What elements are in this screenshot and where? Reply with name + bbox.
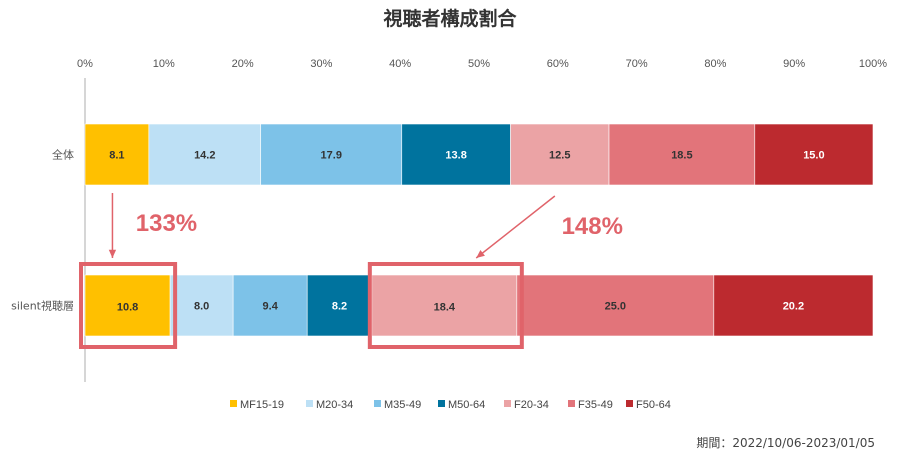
legend-label: F50-64: [636, 399, 671, 411]
bar-series-group: 8.1 14.2 17.9 13.8 12.5 18.5 15.0 10.8 8.0 9.4 8.2…: [84, 123, 874, 337]
bar-segment: [232, 274, 308, 337]
x-tick-label: 100%: [859, 58, 887, 70]
highlight-group: [79, 262, 524, 349]
x-tick-label: 70%: [626, 58, 648, 70]
x-tick-label: 30%: [310, 58, 332, 70]
legend-swatch: [568, 400, 575, 407]
period-footnote: 期間：2022/10/06-2023/01/05: [696, 436, 875, 450]
data-label: 9.4: [263, 301, 279, 313]
highlight-box: [79, 262, 178, 349]
annotation-label: 133%: [136, 210, 197, 237]
bar-segment: [516, 274, 715, 337]
highlight-box: [367, 262, 524, 349]
data-label: 17.9: [321, 150, 342, 162]
bar-segment: [754, 123, 874, 186]
legend: MF15-19 M20-34 M35-49 M50-64 F20-34 F35-49 F50…: [230, 399, 671, 411]
annotation-label: 148%: [562, 213, 623, 240]
x-tick-label: 80%: [704, 58, 726, 70]
x-tick-label: 0%: [77, 58, 93, 70]
x-axis-ticks: 0% 10% 20% 30% 40% 50% 60% 70% 80% 90% 100%: [77, 58, 887, 70]
data-label: 25.0: [605, 301, 626, 313]
data-label: 8.0: [194, 301, 209, 313]
data-label: 18.4: [434, 302, 456, 314]
bar-segment: [148, 123, 262, 186]
x-tick-label: 20%: [232, 58, 254, 70]
data-label: 14.2: [194, 150, 215, 162]
annotation-arrows: [108, 193, 556, 259]
category-label: silent視聴層: [11, 299, 74, 313]
bar-segment: [169, 274, 234, 337]
data-label: 8.1: [109, 150, 124, 162]
legend-label: M20-34: [316, 399, 353, 411]
x-tick-label: 40%: [389, 58, 411, 70]
legend-label: F35-49: [578, 399, 613, 411]
legend-label: F20-34: [514, 399, 549, 411]
arrow-line: [475, 195, 556, 259]
data-label: 10.8: [117, 302, 138, 314]
x-tick-label: 90%: [783, 58, 805, 70]
bar-segment: [260, 123, 403, 186]
bar-segment: [608, 123, 756, 186]
data-label: 13.8: [445, 150, 466, 162]
legend-swatch: [230, 400, 237, 407]
legend-swatch: [306, 400, 313, 407]
legend-label: MF15-19: [240, 399, 284, 411]
bar-segment: [713, 274, 874, 337]
x-tick-label: 10%: [153, 58, 175, 70]
data-label: 12.5: [549, 150, 570, 162]
legend-swatch: [438, 400, 445, 407]
x-tick-label: 50%: [468, 58, 490, 70]
x-tick-label: 60%: [547, 58, 569, 70]
bar-segment: [84, 123, 150, 186]
legend-swatch: [626, 400, 633, 407]
data-label: 20.2: [783, 301, 804, 313]
bar-segment: [371, 274, 518, 337]
legend-swatch: [504, 400, 511, 407]
legend-label: M35-49: [384, 399, 421, 411]
bar-segment: [84, 274, 171, 337]
arrow-head: [108, 249, 117, 258]
category-label: 全体: [52, 148, 74, 162]
chart-title: 視聴者構成割合: [382, 7, 517, 30]
legend-label: M50-64: [448, 399, 485, 411]
data-label: 15.0: [803, 150, 824, 162]
legend-swatch: [374, 400, 381, 407]
bar-segment: [306, 274, 373, 337]
data-label: 18.5: [671, 150, 692, 162]
data-label: 8.2: [332, 301, 347, 313]
arrow-head: [476, 250, 485, 258]
